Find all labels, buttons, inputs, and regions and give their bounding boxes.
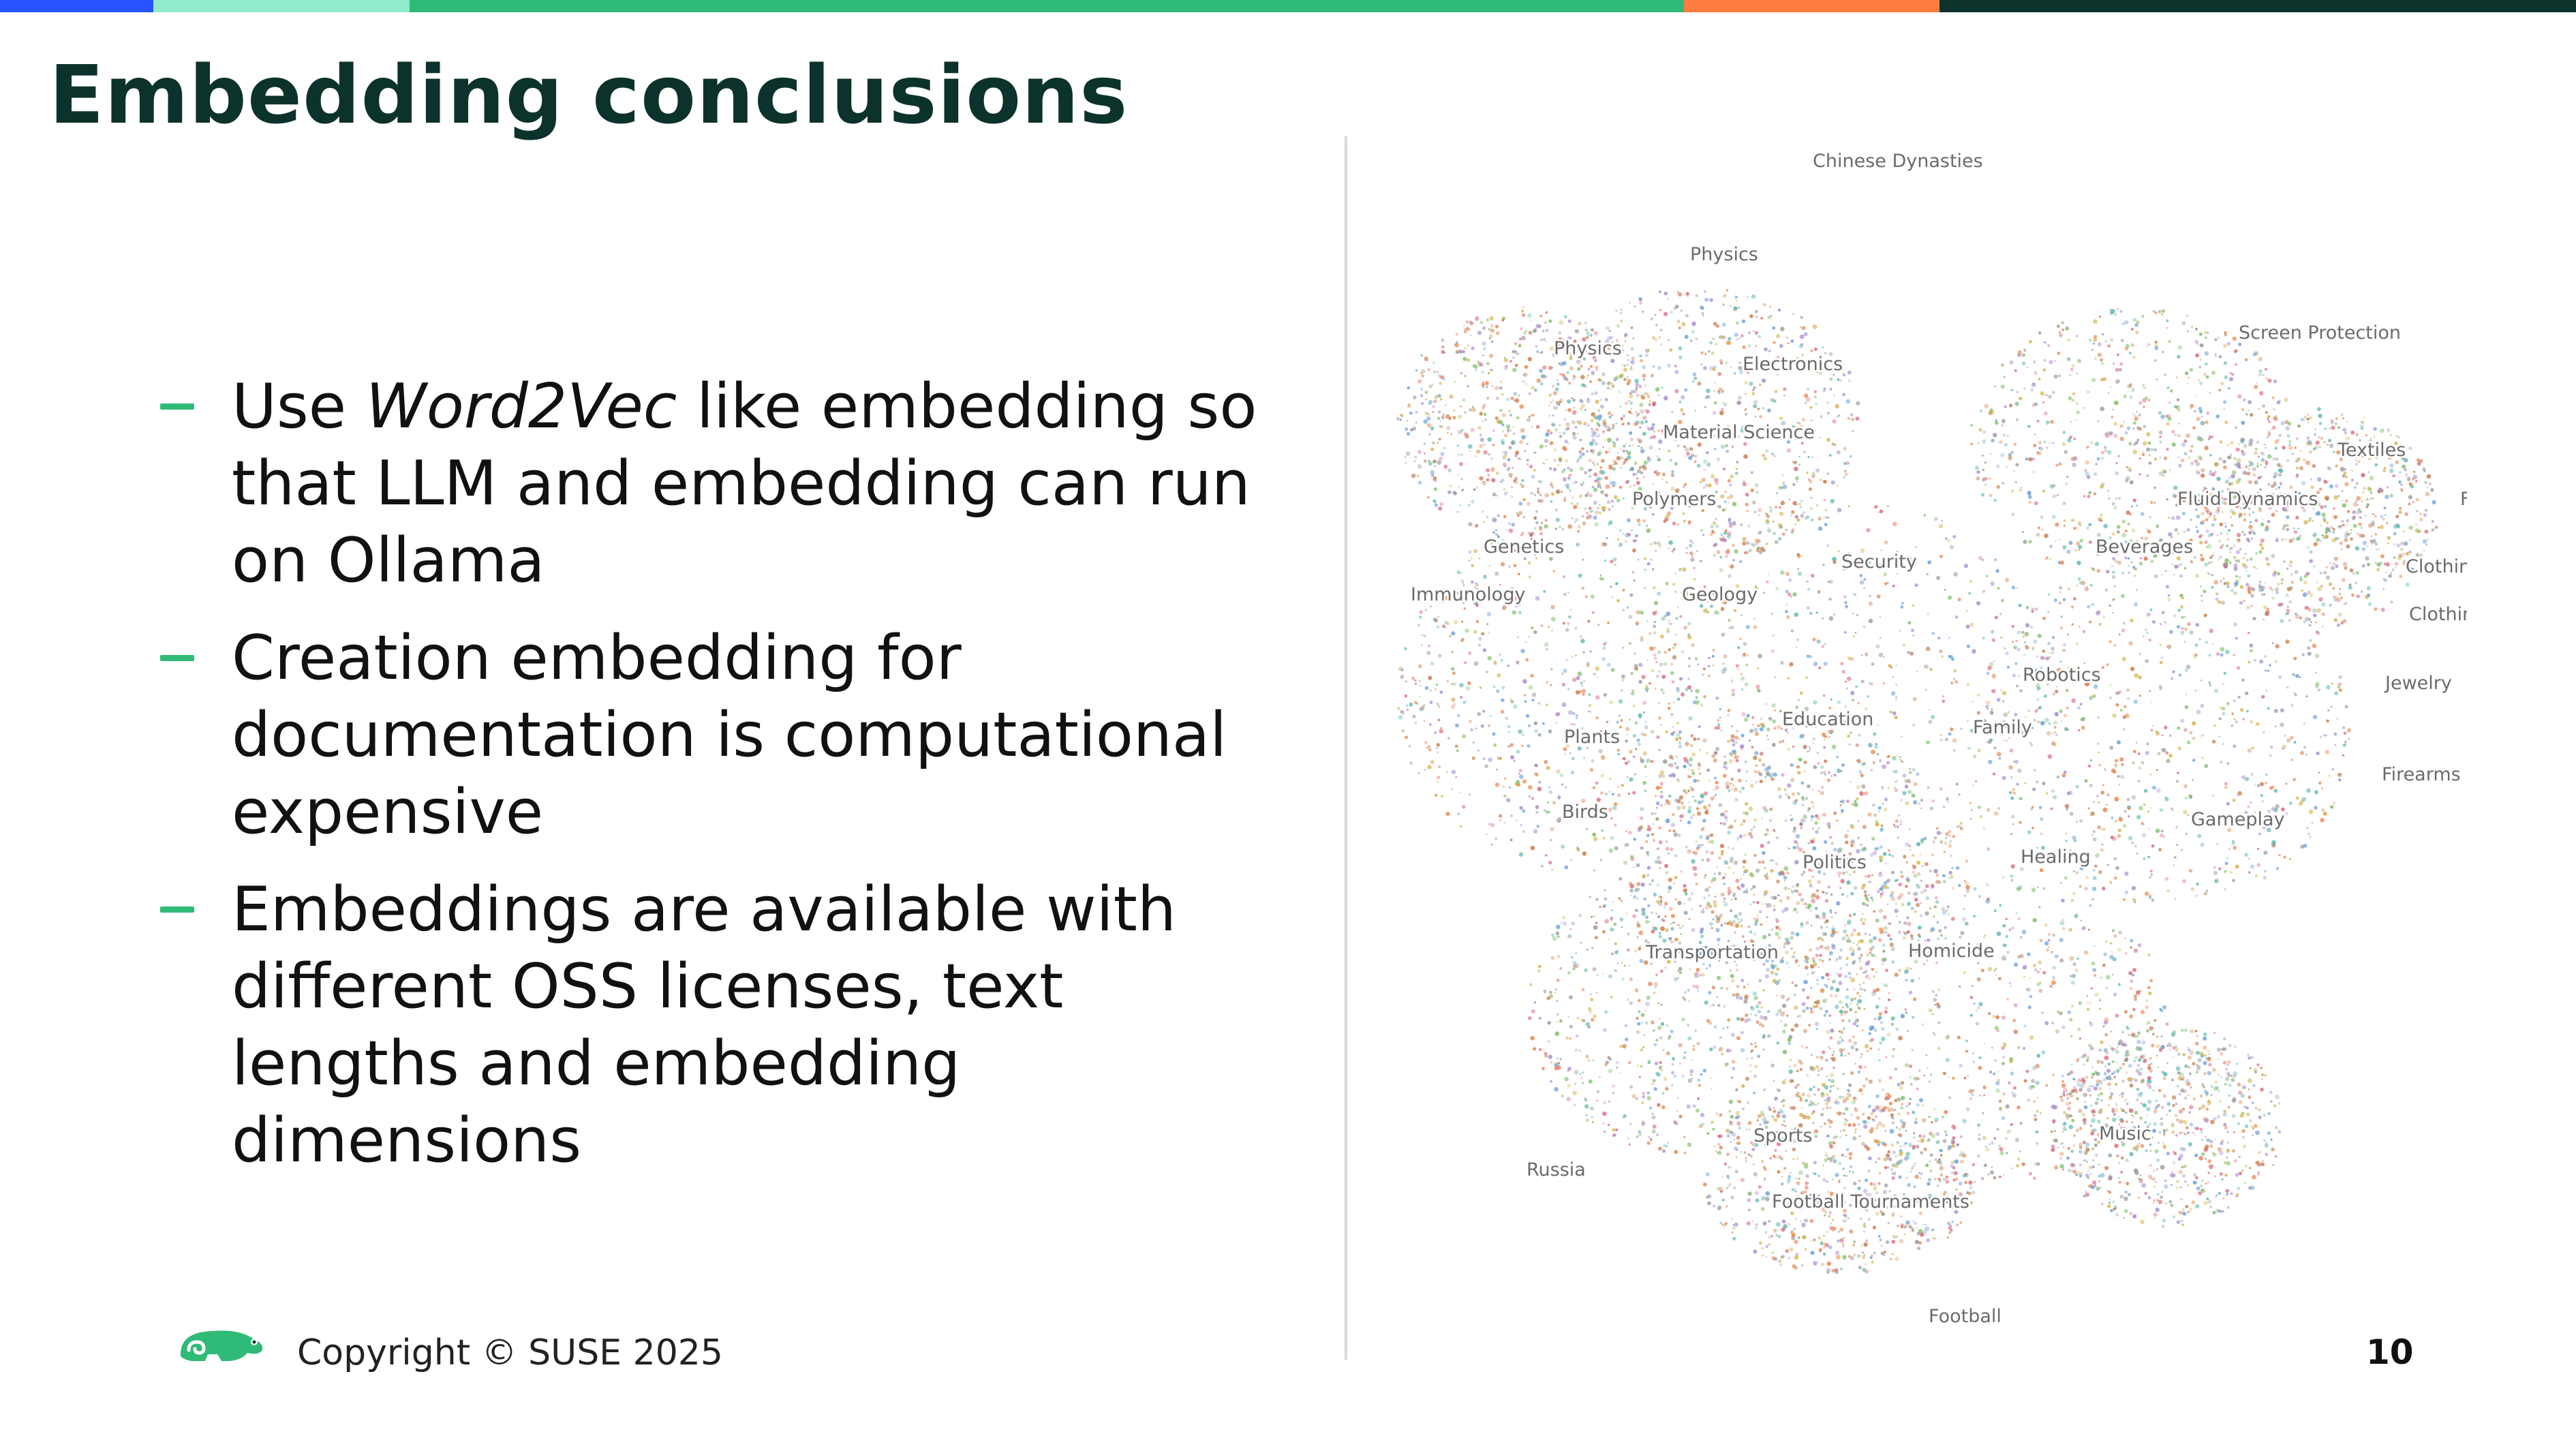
topic-label: Screen Protection [2239,322,2401,344]
topic-label: Robotics [2023,665,2101,686]
topic-label: Physics [1690,244,1758,265]
topic-label: Clothing [2406,556,2467,577]
bullet-item: Creation embedding for documentation is … [157,620,1274,851]
slide-title: Embedding conclusions [49,48,1129,142]
bullet-text: like embedding so that LLM and embedding… [232,371,1257,596]
topic-label: Football [1929,1306,2002,1327]
topic-label: Genetics [1484,536,1564,558]
embedding-map: Chinese Dynasties Physics Physics Electroni… [1396,149,2468,1329]
topic-label: Material Science [1663,422,1815,443]
topic-label: Beverages [2096,536,2193,558]
bullet-text: Use [232,371,366,442]
suse-chameleon-icon [180,1330,263,1361]
topic-label: Family [1973,717,2032,738]
bullet-text: Embeddings are available with different … [232,874,1176,1176]
topic-label: Jewelry [2384,673,2452,694]
bullet-dash-icon [160,655,194,661]
bullet-list: Use Word2Vec like embedding so that LLM … [157,368,1274,1200]
topic-label: Transportation [1645,942,1779,963]
embedding-point-cloud [1396,289,2438,1275]
topic-label: Geology [1682,584,1758,605]
page-number: 10 [2366,1332,2414,1372]
topbar-segment [1684,0,1939,12]
topic-label: Music [2099,1123,2151,1144]
topic-label: Football Tournaments [1772,1191,1969,1212]
bullet-emphasis: Word2Vec [365,371,677,442]
bullet-dash-icon [160,403,194,410]
topic-label: Firearms [2382,764,2461,785]
topic-label: Russia [1527,1159,1586,1180]
bullet-dash-icon [160,906,194,913]
topic-label: Plants [1564,727,1620,748]
topic-label: Footwea [2460,489,2467,510]
topic-label: Clothing Sizing [2409,604,2467,625]
topic-label: Politics [1803,852,1867,873]
topbar-segment [410,0,1684,12]
topic-label: Chinese Dynasties [1813,151,1983,172]
topic-label: Healing [2021,846,2091,868]
topbar-segment [153,0,410,12]
topic-label: Education [1782,709,1873,730]
topic-label: Physics [1554,338,1622,359]
topic-label: Immunology [1411,584,1525,605]
topic-label: Security [1841,551,1917,573]
topic-label: Gameplay [2191,809,2285,830]
topbar-segment [1939,0,2576,12]
topic-label: Sports [1753,1125,1813,1146]
bullet-text: Creation embedding for documentation is … [232,622,1227,848]
bullet-item: Use Word2Vec like embedding so that LLM … [157,368,1274,599]
topic-label: Electronics [1743,354,1843,375]
bullet-item: Embeddings are available with different … [157,871,1274,1179]
topic-label: Fluid Dynamics [2177,489,2318,510]
top-color-bar [0,0,2576,12]
topic-label: Birds [1562,802,1608,823]
topic-label: Textiles [2337,440,2406,461]
topic-label: Polymers [1632,489,1716,510]
topic-label-layer: Chinese Dynasties Physics Physics Electroni… [1409,149,2468,1329]
vertical-divider [1345,136,1347,1360]
topbar-segment [0,0,153,12]
copyright-text: Copyright © SUSE 2025 [297,1332,723,1373]
topic-label: Homicide [1908,941,1995,962]
